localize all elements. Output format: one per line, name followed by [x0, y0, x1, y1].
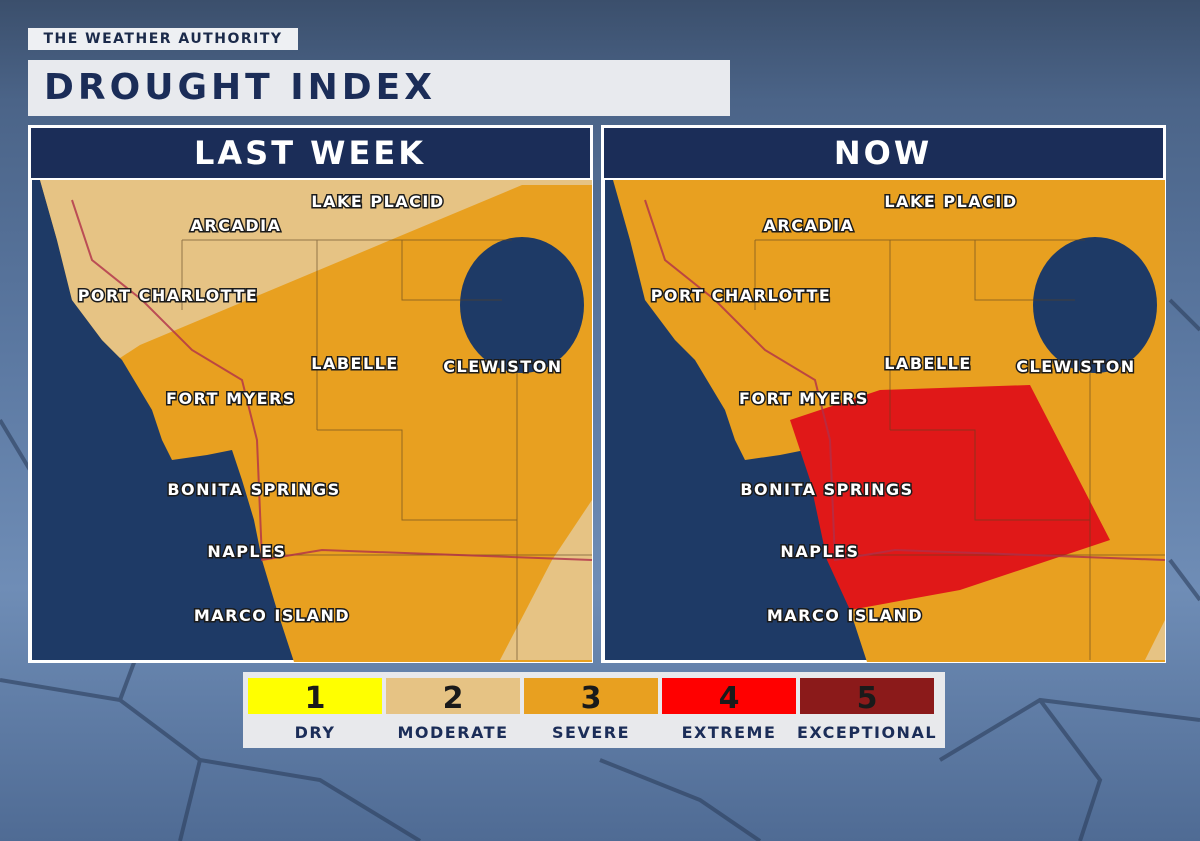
map: LAKE PLACID ARCADIA PORT CHARLOTTE LABELLE C… [605, 180, 1166, 662]
legend-swatch [662, 678, 796, 714]
legend-level: 5 [857, 681, 878, 716]
panel-header [604, 128, 1163, 178]
city-label: BONITA SPRINGS [740, 480, 913, 499]
lake [460, 237, 584, 373]
legend-label: EXCEPTIONAL [797, 723, 937, 742]
city-label: FORT MYERS [166, 389, 296, 408]
city-label: MARCO ISLAND [194, 606, 350, 625]
city-label: ARCADIA [764, 216, 855, 235]
city-label: LABELLE [311, 354, 399, 373]
city-label: CLEWISTON [443, 357, 562, 376]
city-label: LAKE PLACID [311, 192, 444, 211]
lake [1033, 237, 1157, 373]
legend-swatch [248, 678, 382, 714]
brand: THE WEATHER AUTHORITY [28, 28, 298, 50]
legend-level: 2 [443, 681, 464, 716]
city-label: CLEWISTON [1016, 357, 1135, 376]
area-moderate [40, 180, 592, 358]
panel: LAST WEEK LAKE PLACID ARCADIA PORT CHARLOTT… [28, 125, 593, 663]
legend-label: MODERATE [397, 723, 508, 742]
city-label: ARCADIA [191, 216, 282, 235]
panel: NOW LAKE PLACID ARCADIA PORT CHARLOTTE LABEL… [601, 125, 1166, 663]
area-moderate [500, 500, 592, 660]
legend-swatch [800, 678, 934, 714]
city-label: NAPLES [207, 542, 286, 561]
map: LAKE PLACID ARCADIA PORT CHARLOTTE LABELLE C… [32, 180, 593, 662]
legend-level: 4 [719, 681, 740, 716]
city-label: PORT CHARLOTTE [651, 286, 832, 305]
legend-label: EXTREME [682, 723, 777, 742]
legend-level: 3 [581, 681, 602, 716]
legend: 1 DRY 2 MODERATE 3 SEVERE 4 EXTREME 5 EXCEPTIONAL [243, 672, 945, 748]
city-label: MARCO ISLAND [767, 606, 923, 625]
city-label: PORT CHARLOTTE [78, 286, 259, 305]
highway [71, 199, 593, 562]
cracks [0, 298, 1200, 841]
panel-title: LAST WEEK [194, 134, 426, 172]
legend-swatch [524, 678, 658, 714]
legend-label: SEVERE [552, 723, 630, 742]
county-lines [181, 239, 592, 660]
county-lines [754, 239, 1165, 660]
city-label: LAKE PLACID [884, 192, 1017, 211]
panel-title: NOW [834, 134, 932, 172]
title: DROUGHT INDEX COMPARISON [28, 60, 730, 164]
city-label: LABELLE [884, 354, 972, 373]
city-label: BONITA SPRINGS [167, 480, 340, 499]
city-label: NAPLES [780, 542, 859, 561]
panel-header [31, 128, 590, 178]
legend-swatch [386, 678, 520, 714]
legend-level: 1 [305, 681, 326, 716]
area-moderate [1145, 620, 1165, 660]
highway [644, 199, 1166, 562]
city-label: FORT MYERS [739, 389, 869, 408]
legend-label: DRY [295, 723, 336, 742]
